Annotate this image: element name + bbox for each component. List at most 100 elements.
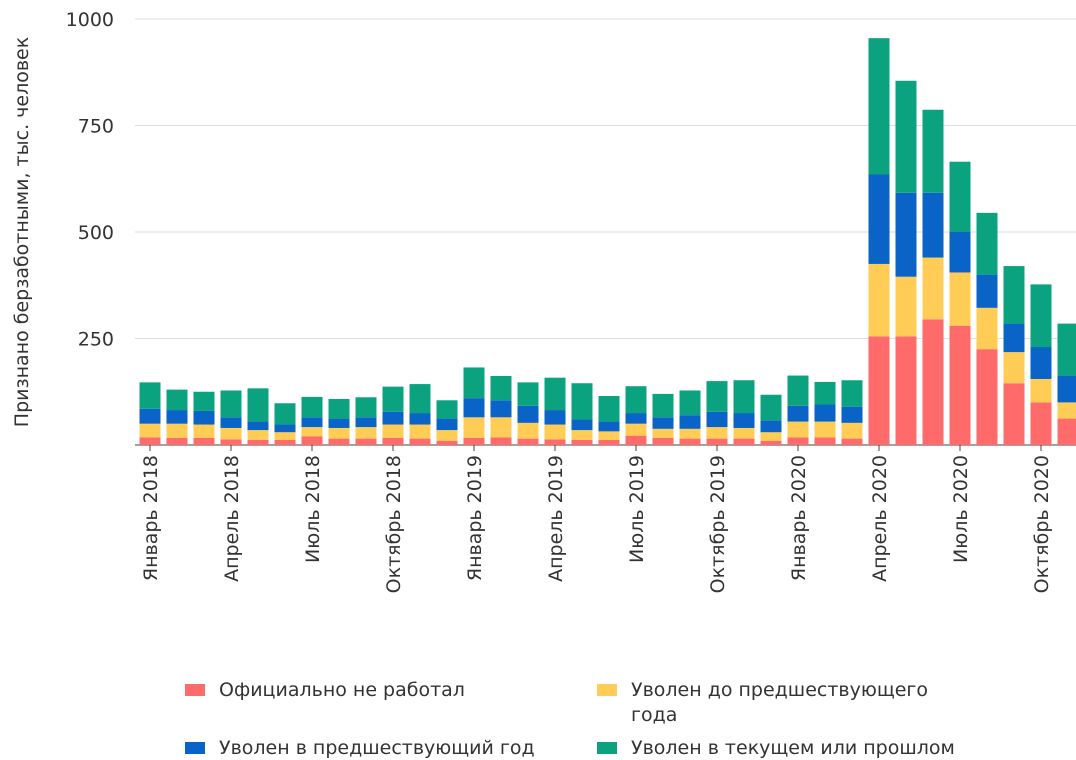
bar-segment	[733, 427, 755, 439]
bar-segment	[922, 109, 944, 193]
bar-segment	[922, 319, 944, 445]
bar-segment	[274, 439, 296, 445]
bar-segment	[436, 430, 458, 441]
bar-segment	[787, 375, 809, 406]
x-tick-label: Январь 2018	[140, 455, 162, 581]
bar-segment	[1057, 323, 1076, 376]
bar-segment	[814, 437, 836, 445]
x-tick-label: Октябрь 2018	[383, 455, 405, 593]
bar-segment	[1003, 352, 1025, 384]
bar-segment	[922, 257, 944, 320]
bar-segment	[517, 382, 539, 406]
bar-segment	[814, 381, 836, 405]
bar-segment	[463, 367, 485, 399]
bar-segment	[760, 432, 782, 441]
x-tick-label: Июль 2019	[626, 455, 648, 563]
bar-segment	[787, 421, 809, 438]
bar-segment	[706, 411, 728, 428]
legend-item: Уволен до предшествующего года	[597, 678, 1017, 728]
bar-segment	[139, 408, 161, 424]
bar-segment	[490, 375, 512, 401]
bar-segment	[328, 398, 350, 419]
bar-segment	[652, 428, 674, 438]
bar-segment	[382, 411, 404, 425]
legend-label: Официально не работал	[219, 679, 465, 701]
bar-segment	[868, 263, 890, 337]
bar-segment	[139, 437, 161, 445]
bar-segment	[328, 427, 350, 439]
bar-segment	[274, 424, 296, 433]
bar-segment	[841, 380, 863, 407]
legend-swatch	[597, 684, 617, 696]
bar-segment	[679, 390, 701, 416]
chart: Признано берзаботными, тыс. человек 250 5…	[11, 9, 1076, 593]
x-tick-label: Апрель 2020	[869, 455, 891, 582]
bar-segment	[760, 394, 782, 421]
bar-segment	[976, 307, 998, 350]
bar-segment	[598, 439, 620, 445]
bar-segment	[949, 232, 971, 273]
bar-segment	[679, 428, 701, 439]
bar-segment	[355, 397, 377, 418]
y-tick-label: 1000	[66, 9, 114, 31]
legend-swatch	[185, 742, 205, 754]
bar-segment	[841, 422, 863, 439]
legend-item: Уволен в текущем или прошлом месяце	[597, 736, 1017, 760]
bar-segment	[193, 437, 215, 445]
bar-segment	[922, 192, 944, 258]
bar-segment	[220, 417, 242, 428]
bar-segment	[301, 427, 323, 437]
legend-label: Уволен до предшествующего года	[631, 679, 929, 726]
bar-segment	[949, 161, 971, 232]
bar-segment	[517, 438, 539, 445]
bar-segment	[733, 380, 755, 414]
bar-segment	[976, 349, 998, 445]
bar-segment	[544, 377, 566, 411]
legend-swatch	[597, 742, 617, 754]
bar-segment	[193, 410, 215, 425]
bar-segment	[949, 325, 971, 445]
bar-segment	[1030, 402, 1052, 445]
bar-segment	[382, 424, 404, 438]
bar-segment	[409, 413, 431, 425]
bar-segment	[409, 438, 431, 445]
bar-segment	[598, 421, 620, 432]
bar-segment	[787, 437, 809, 445]
bar-segment	[355, 427, 377, 439]
bar-segment	[841, 406, 863, 423]
bar-segment	[679, 438, 701, 445]
bar-segment	[166, 423, 188, 438]
bar-segment	[679, 415, 701, 429]
bar-segment	[247, 430, 269, 440]
bar-segment	[193, 391, 215, 411]
bar-segment	[490, 417, 512, 438]
bar-segment	[571, 419, 593, 431]
legend-item: Официально не работал	[185, 678, 597, 728]
bar-segment	[571, 439, 593, 445]
bar-segment	[301, 436, 323, 445]
bar-segment	[247, 388, 269, 422]
bar-segment	[517, 405, 539, 423]
legend-swatch	[185, 684, 205, 696]
bar-segment	[1030, 284, 1052, 348]
y-tick-label: 750	[78, 116, 114, 138]
bar-segment	[625, 423, 647, 436]
bar-segment	[436, 400, 458, 419]
bar-segment	[544, 424, 566, 440]
bar-segment	[949, 272, 971, 326]
bar-segment	[760, 420, 782, 433]
bar-segment	[1057, 402, 1076, 419]
bar-segment	[787, 405, 809, 422]
x-tick-label: Июль 2020	[950, 455, 972, 563]
bar-segment	[463, 398, 485, 418]
bar-segment	[139, 423, 161, 438]
bar-segment	[868, 38, 890, 175]
bar-segment	[355, 438, 377, 445]
bar-segment	[733, 438, 755, 445]
bar-segment	[841, 438, 863, 445]
bar-segment	[166, 410, 188, 424]
bar-segment	[571, 383, 593, 420]
bar-segment	[463, 417, 485, 438]
bar-segment	[706, 381, 728, 412]
bar-segment	[220, 390, 242, 418]
